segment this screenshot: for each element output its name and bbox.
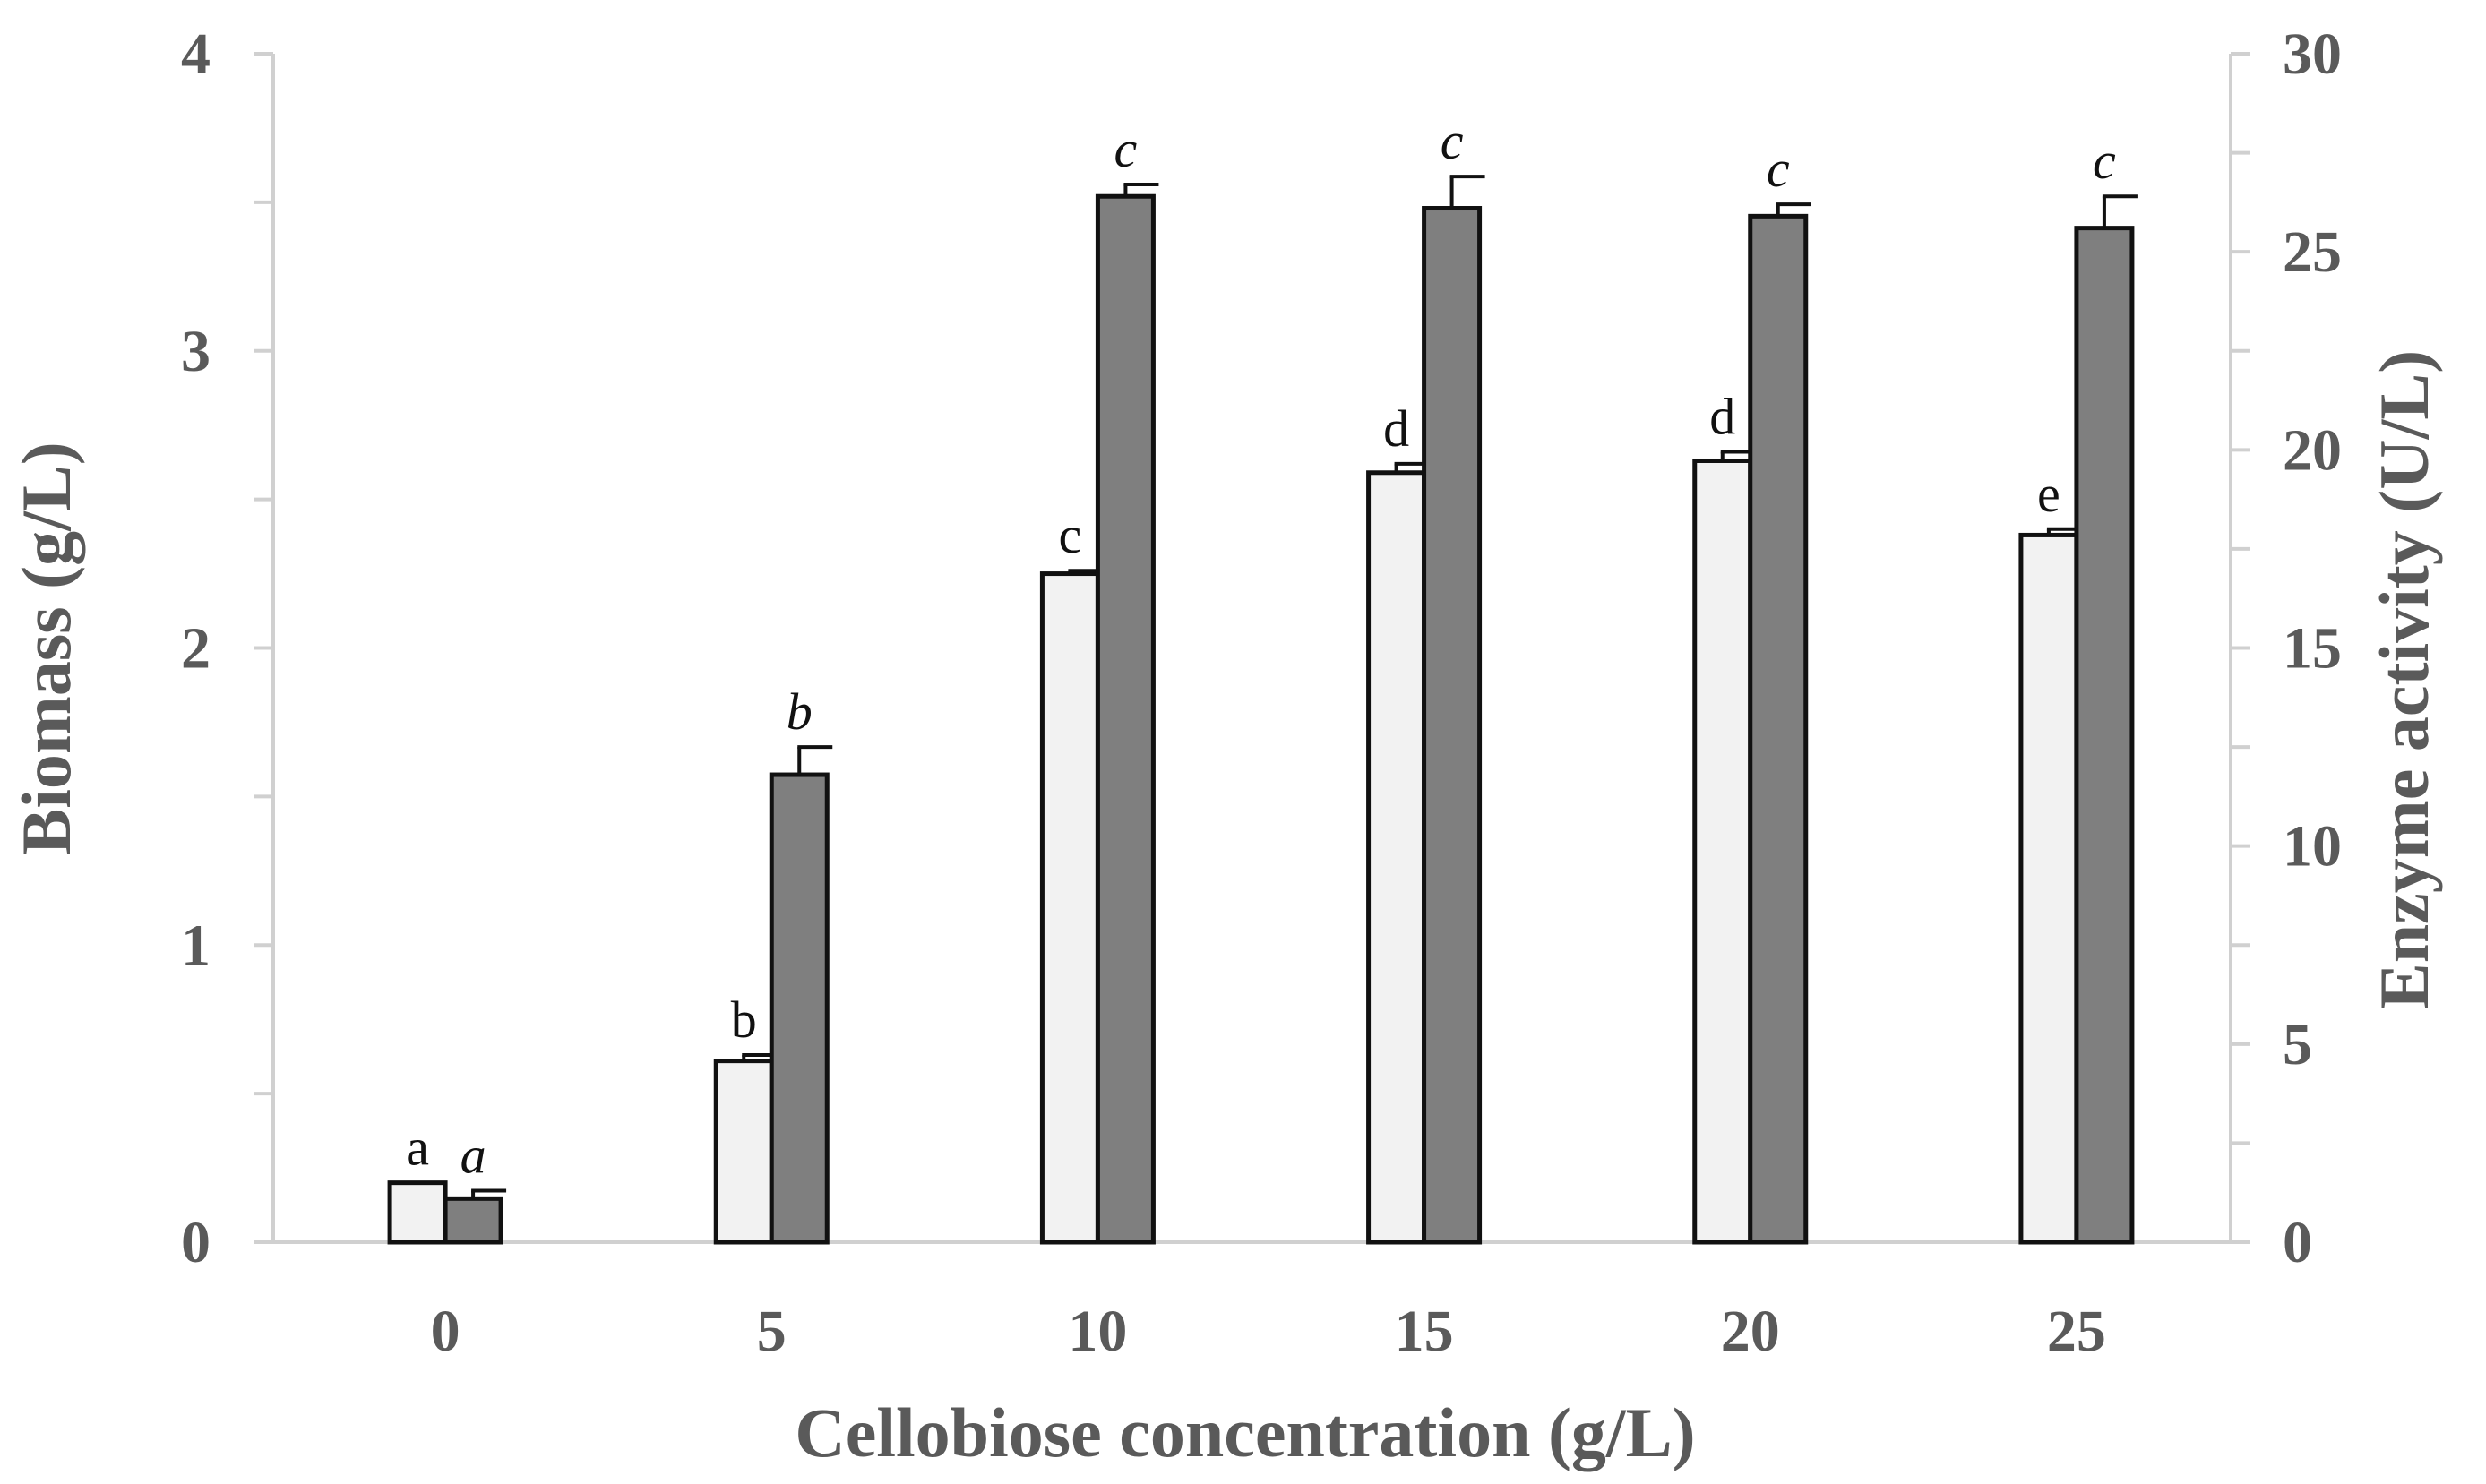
labels: a a b b c c d c d c e c: [406, 112, 2116, 1184]
biomass-bar: [387, 1180, 448, 1245]
enzyme-bar: [443, 1196, 503, 1245]
axes: 0 1 2 3 4 0 5 10 15 20 25 30 0 5 10 15 20 25: [181, 21, 2342, 1364]
y2-tick-label: 30: [2283, 21, 2342, 87]
y-tick-label: 0: [181, 1210, 211, 1275]
enzyme-bar: [2074, 226, 2135, 1245]
x-tick-label: 0: [431, 1299, 460, 1364]
enzyme-significance-label: a: [460, 1126, 486, 1184]
enzyme-bar: [1422, 206, 1483, 1245]
y2-tick-label: 20: [2283, 417, 2342, 483]
enzyme-significance-label: c: [1114, 120, 1138, 178]
x-tick-label: 20: [1721, 1299, 1780, 1364]
x-tick-label: 10: [1068, 1299, 1127, 1364]
biomass-significance-label: c: [1059, 506, 1082, 564]
x-tick-label: 5: [757, 1299, 787, 1364]
y2-tick-label: 10: [2283, 814, 2342, 879]
y2-tick-label: 0: [2283, 1210, 2312, 1275]
x-tick-label: 25: [2047, 1299, 2106, 1364]
x-axis-title: Cellobiose concentration (g/L): [795, 1394, 1695, 1471]
enzyme-bar: [1095, 193, 1156, 1245]
enzyme-bar: [769, 772, 830, 1245]
biomass-bar: [713, 1059, 774, 1245]
y2-tick-label: 5: [2283, 1012, 2312, 1077]
x-tick-label: 15: [1395, 1299, 1454, 1364]
y2-tick-label: 25: [2283, 219, 2342, 285]
biomass-bar: [1039, 571, 1100, 1245]
biomass-bar: [1366, 470, 1427, 1245]
biomass-significance-label: d: [1709, 388, 1735, 446]
biomass-bar: [1692, 458, 1753, 1245]
bars: [387, 175, 2138, 1245]
y-axis-title: Biomass (g/L): [7, 442, 85, 855]
biomass-significance-label: e: [2037, 465, 2060, 523]
biomass-significance-label: a: [406, 1119, 429, 1177]
enzyme-bar: [1748, 213, 1809, 1245]
biomass-significance-label: d: [1383, 399, 1409, 458]
y-tick-label: 2: [181, 616, 211, 682]
y2-axis-title: Enzyme activity (U/L): [2365, 350, 2443, 1010]
y-tick-label: 4: [181, 21, 211, 87]
biomass-bar: [2018, 532, 2079, 1245]
enzyme-significance-label: c: [1441, 112, 1464, 170]
enzyme-significance-label: c: [1767, 140, 1790, 198]
enzyme-significance-label: b: [787, 682, 813, 741]
y2-tick-label: 15: [2283, 616, 2342, 682]
y-tick-label: 1: [181, 913, 211, 978]
y-tick-label: 3: [181, 319, 211, 384]
enzyme-significance-label: c: [2093, 132, 2116, 190]
biomass-significance-label: b: [731, 991, 757, 1049]
